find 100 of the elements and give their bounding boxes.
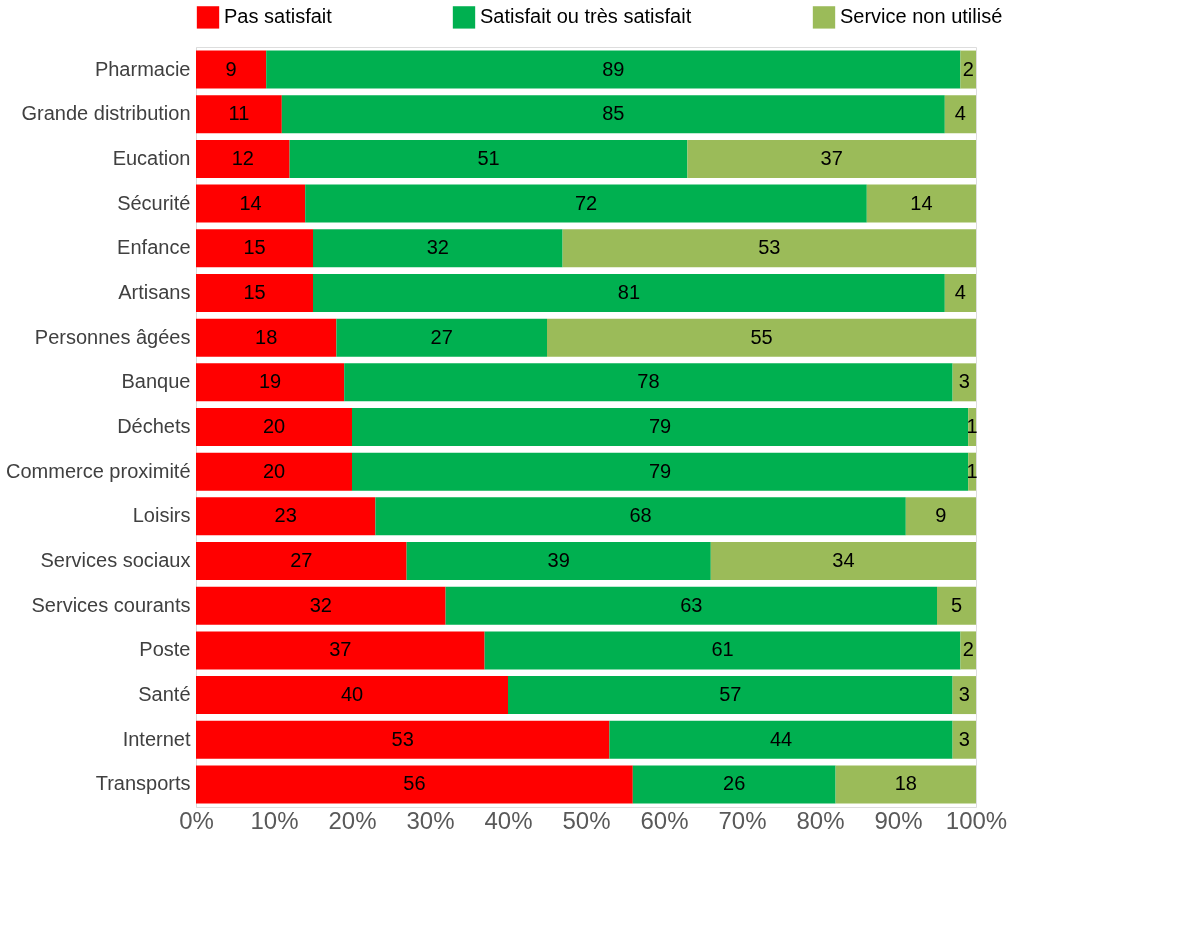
y-tick-label: Banque [121,370,191,393]
data-label: 23 [274,504,297,527]
x-tick-label: 0% [179,806,214,834]
data-label: 9 [225,57,237,80]
data-label: 68 [629,504,652,527]
y-tick-label: Santé [138,683,191,706]
bar [562,229,976,268]
bar [289,139,688,178]
data-label: 27 [430,325,453,348]
data-label: 85 [602,102,625,125]
y-tick-label: Services sociaux [40,549,191,572]
bar [835,765,976,804]
bar [196,318,337,357]
bar [313,229,563,268]
bar [196,95,282,134]
bar [960,50,976,89]
bar [196,452,352,491]
legend-label: Satisfait ou très satisfait [480,5,692,28]
y-tick-label: Transports [95,772,191,795]
y-tick-label: Loisirs [132,504,191,527]
bar [336,318,547,357]
data-label: 39 [547,549,570,572]
y-tick-label: Artisans [118,280,191,303]
bar [196,229,313,268]
bar [196,408,352,446]
data-label: 55 [750,325,773,348]
data-label: 37 [329,638,352,661]
data-label: 14 [239,191,262,214]
bar [266,50,961,89]
data-label: 5 [950,593,963,616]
data-label: 37 [820,146,843,169]
data-label: 51 [477,146,500,169]
data-label: 2 [962,57,974,80]
data-label: 4 [954,280,966,303]
bar [196,586,446,625]
bar [905,497,976,536]
bar [866,184,976,223]
data-label: 4 [954,102,966,125]
bar [196,765,633,804]
bar [375,497,906,536]
data-label: 14 [910,191,933,214]
bar [196,631,485,670]
bar [196,676,508,715]
legend-label: Service non utilisé [840,5,1003,28]
x-tick-label: 60% [640,806,689,834]
data-label: 56 [403,772,426,795]
bar [632,765,836,804]
bar [196,50,267,89]
data-label: 2 [962,638,974,661]
data-label: 32 [426,236,449,259]
data-label: 19 [258,370,282,393]
bar [313,273,945,312]
legend-label: Pas satisfait [224,5,333,28]
data-label: 72 [574,191,598,214]
bar [196,497,376,536]
data-label: 27 [290,549,313,572]
bar [944,273,976,312]
data-label: 15 [243,280,266,303]
bar [609,720,953,759]
data-label: 20 [262,415,286,437]
data-label: 9 [935,504,947,527]
data-label: 12 [231,146,254,169]
y-tick-label: Enfance [117,236,191,259]
bar [196,720,610,759]
data-label: 53 [391,727,414,750]
x-tick-label: 10% [250,806,299,834]
data-label: 32 [309,593,332,616]
y-tick-label: Grande distribution [21,102,191,125]
data-label: 34 [832,549,855,572]
data-label: 15 [243,236,266,259]
bar [687,139,976,178]
x-tick-label: 40% [484,806,533,834]
y-tick-label: Personnes âgées [34,325,191,348]
bar [508,676,953,715]
bar [196,542,407,581]
x-tick-label: 90% [874,806,923,834]
bar [710,542,976,581]
data-label: 81 [617,280,641,303]
y-tick-label: Poste [139,638,191,661]
data-label: 53 [758,236,781,259]
bar [196,184,306,223]
y-tick-label: Déchets [117,415,191,437]
data-label: 18 [894,772,917,795]
y-tick-label: Internet [122,727,191,750]
bar [944,95,976,134]
y-tick-label: Commerce proximité [6,459,191,482]
data-label: 40 [340,683,364,706]
bar [344,363,953,402]
data-label: 79 [648,415,672,437]
bar [445,586,937,625]
data-label: 61 [711,638,734,661]
bar [547,318,976,357]
bar [196,273,313,312]
bar [305,184,867,223]
data-label: 89 [602,57,625,80]
data-label: 63 [680,593,703,616]
data-label: 20 [262,459,286,482]
data-label: 3 [958,370,970,393]
y-tick-label: Services courants [31,593,191,616]
data-label: 3 [958,683,970,706]
